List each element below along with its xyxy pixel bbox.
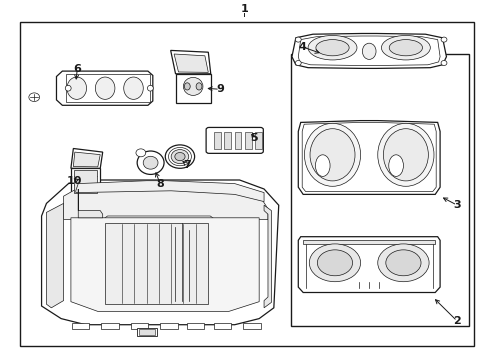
Polygon shape [174,54,208,72]
Polygon shape [170,50,210,74]
Bar [290,54,468,326]
Ellipse shape [196,83,202,90]
Polygon shape [73,152,100,167]
Bar [101,323,119,329]
Ellipse shape [385,250,420,276]
Polygon shape [71,218,259,311]
Bar [255,132,262,149]
Text: 5: 5 [250,133,258,143]
Polygon shape [78,189,102,218]
Bar [214,132,221,149]
Ellipse shape [377,123,433,186]
Ellipse shape [388,40,422,56]
Ellipse shape [295,60,301,66]
Text: 8: 8 [156,179,164,189]
Ellipse shape [304,123,360,186]
FancyBboxPatch shape [205,127,263,153]
Polygon shape [264,205,271,308]
Text: 7: 7 [183,159,190,170]
Ellipse shape [29,93,40,102]
Polygon shape [175,74,210,103]
Ellipse shape [440,37,446,42]
Bar [72,323,89,329]
Ellipse shape [383,129,427,181]
Text: 6: 6 [73,64,81,74]
Ellipse shape [123,77,143,99]
Ellipse shape [183,77,203,95]
Bar [130,323,148,329]
Bar [74,171,97,193]
Bar [224,132,231,149]
Ellipse shape [307,36,356,60]
Ellipse shape [143,156,158,169]
Ellipse shape [440,60,446,66]
Text: 10: 10 [67,176,82,186]
Polygon shape [71,148,102,168]
Ellipse shape [315,40,348,56]
Polygon shape [76,181,264,202]
Ellipse shape [147,85,153,91]
Polygon shape [291,33,446,68]
Ellipse shape [165,145,194,168]
Ellipse shape [315,155,329,176]
Text: 3: 3 [452,200,460,210]
Ellipse shape [67,77,86,99]
Ellipse shape [362,43,375,59]
Text: 9: 9 [216,84,224,94]
Ellipse shape [295,37,301,42]
Text: 2: 2 [452,316,460,326]
Polygon shape [105,223,207,304]
Ellipse shape [65,85,71,91]
Ellipse shape [175,153,184,161]
Ellipse shape [171,150,188,164]
Ellipse shape [308,244,360,282]
Ellipse shape [137,151,163,174]
Polygon shape [57,71,152,105]
Ellipse shape [184,83,190,90]
Polygon shape [298,237,439,292]
Ellipse shape [381,36,429,60]
Bar [160,323,177,329]
Polygon shape [63,186,267,220]
Bar [137,328,157,336]
Polygon shape [46,203,63,308]
Bar [186,323,204,329]
Polygon shape [71,168,100,195]
Text: 1: 1 [240,4,248,14]
Ellipse shape [388,155,403,176]
Bar [243,323,260,329]
Bar [244,132,251,149]
Polygon shape [303,240,434,244]
Bar [234,132,241,149]
Ellipse shape [95,77,115,99]
Ellipse shape [309,129,354,181]
Polygon shape [41,180,278,325]
Ellipse shape [377,244,428,282]
Bar [139,329,155,335]
Bar [213,323,231,329]
Polygon shape [298,121,439,194]
Text: 4: 4 [298,42,305,52]
Ellipse shape [317,250,352,276]
Ellipse shape [136,149,145,157]
